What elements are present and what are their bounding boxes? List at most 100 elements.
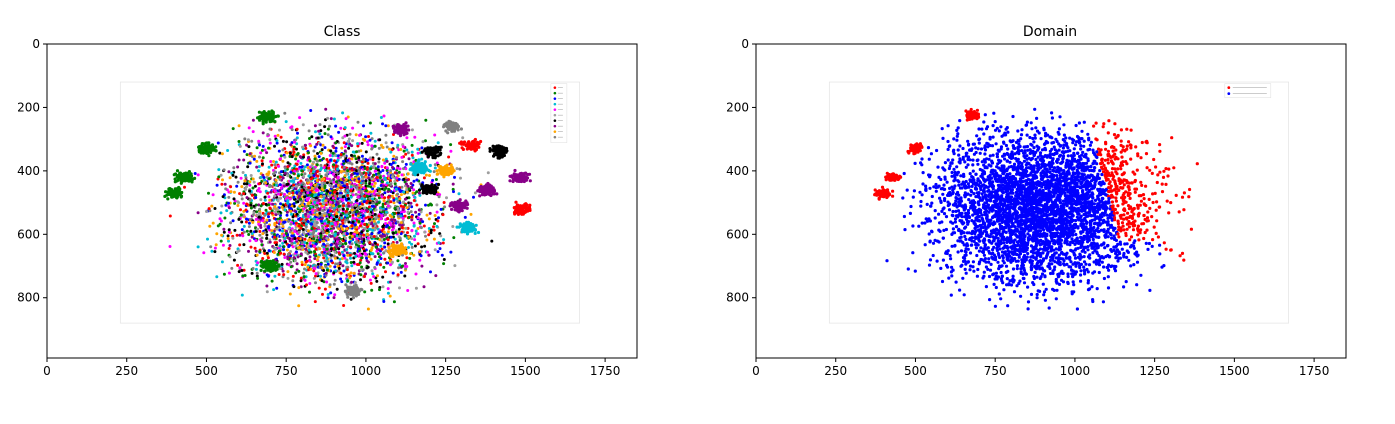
scatter-point [425, 238, 429, 242]
scatter-point [420, 146, 424, 150]
scatter-point [360, 197, 364, 201]
scatter-point [280, 262, 284, 266]
scatter-point [296, 236, 300, 240]
scatter-point [403, 274, 407, 278]
scatter-point [265, 233, 269, 237]
scatter-point [276, 133, 280, 137]
scatter-point [355, 179, 359, 183]
scatter-point [250, 232, 254, 235]
scatter-point [371, 158, 375, 162]
scatter-point [285, 167, 289, 171]
scatter-point [341, 136, 345, 140]
scatter-point [314, 209, 318, 213]
scatter-point [366, 143, 370, 147]
scatter-point [424, 118, 428, 122]
scatter-point [305, 283, 308, 287]
scatter-point [242, 158, 246, 162]
scatter-point [364, 150, 368, 154]
scatter-point [209, 245, 213, 249]
scatter-point [242, 209, 246, 213]
scatter-point [307, 248, 311, 252]
scatter-point [379, 184, 383, 187]
scatter-point [344, 117, 348, 121]
scatter-point [258, 207, 262, 211]
scatter-point [273, 170, 277, 174]
scatter-point [263, 178, 267, 182]
scatter-point [292, 195, 296, 199]
scatter-point [384, 207, 388, 211]
scatter-point [355, 225, 359, 229]
scatter-point [304, 257, 308, 261]
scatter-point [295, 262, 299, 266]
scatter-point [402, 190, 406, 194]
scatter-point [327, 166, 331, 170]
cluster-point [528, 179, 532, 183]
scatter-point [349, 271, 353, 275]
cluster-point [413, 170, 417, 174]
scatter-point [294, 138, 298, 142]
scatter-point [298, 155, 302, 159]
scatter-point [375, 261, 379, 265]
cluster-point [467, 140, 471, 144]
scatter-point [383, 196, 387, 200]
scatter-point [359, 273, 363, 277]
scatter-point [396, 273, 400, 277]
scatter-point [424, 203, 427, 207]
scatter-point [218, 151, 222, 155]
scatter-point [346, 245, 350, 249]
scatter-point [241, 274, 245, 278]
scatter-point [312, 160, 315, 164]
scatter-point [306, 265, 310, 269]
cluster-point [485, 192, 489, 196]
scatter-point [342, 204, 345, 208]
scatter-point [283, 171, 287, 175]
scatter-point [404, 152, 408, 156]
cluster-point [451, 122, 455, 126]
scatter-point [385, 145, 389, 149]
scatter-point [280, 205, 284, 209]
scatter-point [223, 182, 227, 186]
scatter-point [268, 183, 272, 187]
scatter-point [418, 250, 422, 254]
scatter-point [246, 165, 250, 169]
scatter-point [336, 237, 340, 241]
scatter-point [238, 243, 242, 247]
scatter-point [251, 177, 255, 181]
scatter-point [258, 230, 262, 233]
scatter-point [357, 244, 361, 248]
scatter-point [289, 254, 293, 258]
scatter-point [277, 273, 281, 276]
cluster-point [497, 151, 502, 155]
scatter-point [437, 216, 440, 220]
scatter-point [380, 247, 384, 251]
scatter-point [337, 251, 341, 255]
cluster-point [454, 205, 458, 210]
scatter-point [294, 271, 298, 275]
scatter-point [260, 236, 264, 240]
scatter-point [405, 148, 409, 152]
scatter-point [401, 160, 405, 164]
scatter-point [353, 281, 357, 284]
scatter-point [341, 111, 345, 115]
scatter-point [243, 274, 247, 277]
scatter-point [336, 158, 340, 162]
scatter-point [317, 155, 321, 159]
scatter-point [268, 127, 272, 131]
scatter-point [261, 219, 265, 223]
scatter-point [303, 195, 307, 199]
scatter-point [273, 241, 277, 245]
scatter-point [379, 217, 383, 221]
scatter-point [272, 251, 276, 254]
scatter-point [348, 167, 352, 171]
scatter-point [353, 154, 356, 158]
scatter-point [406, 184, 410, 188]
scatter-point [357, 156, 361, 160]
scatter-point [319, 274, 322, 278]
scatter-point [320, 216, 324, 220]
scatter-point [308, 238, 312, 241]
scatter-point [275, 139, 279, 143]
scatter-point [412, 199, 416, 202]
scatter-point [438, 232, 442, 236]
scatter-point [348, 142, 352, 146]
